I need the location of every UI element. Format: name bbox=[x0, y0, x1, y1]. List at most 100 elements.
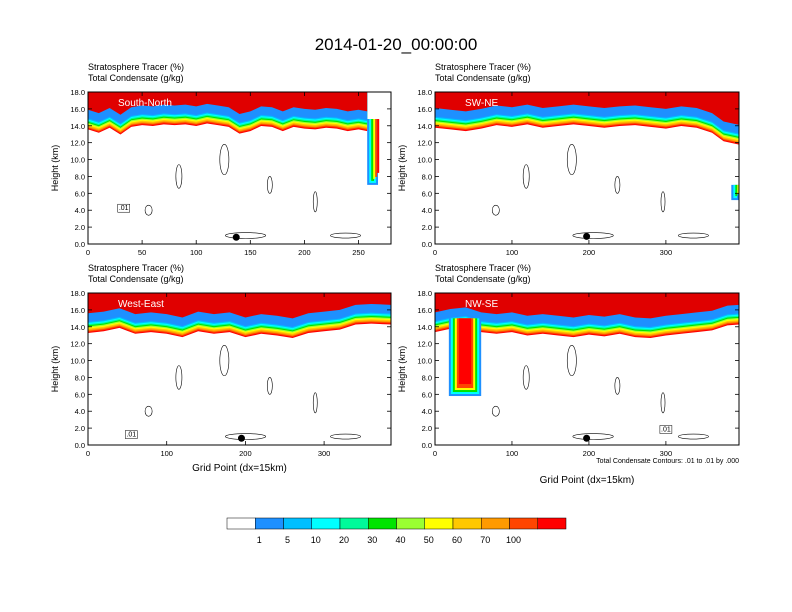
x-tick-label: 50 bbox=[138, 248, 146, 257]
colorbar-swatch bbox=[537, 517, 567, 530]
condensate-contour bbox=[266, 176, 273, 194]
colorbar-swatch bbox=[424, 517, 454, 530]
condensate-contour bbox=[219, 144, 230, 176]
panel-subtitle: Stratosphere Tracer (%) bbox=[435, 62, 531, 72]
y-tick-label: 10.0 bbox=[70, 357, 85, 366]
colorbar-label: 10 bbox=[311, 535, 321, 545]
x-tick-label: 100 bbox=[190, 248, 203, 257]
condensate-contour bbox=[614, 176, 621, 194]
x-tick-label: 200 bbox=[239, 449, 252, 458]
intrusion-band bbox=[375, 119, 378, 177]
y-tick-label: 16.0 bbox=[417, 105, 432, 114]
condensate-contour bbox=[144, 204, 153, 216]
y-tick-label: 14.0 bbox=[70, 122, 85, 131]
panel-1: Stratosphere Tracer (%)Total Condensate … bbox=[50, 62, 392, 257]
intrusion-band bbox=[735, 184, 738, 197]
contour-label: .01 bbox=[126, 432, 136, 439]
contour-label-box bbox=[125, 430, 138, 439]
colorbar-swatch bbox=[396, 517, 425, 530]
condensate-contour bbox=[572, 433, 614, 440]
x-tick-label: 200 bbox=[298, 248, 311, 257]
condensate-contour bbox=[219, 345, 230, 377]
x-tick-label: 0 bbox=[86, 449, 90, 458]
colorbar-label: 100 bbox=[506, 535, 521, 545]
plot-area bbox=[435, 92, 743, 240]
colorbar-swatch bbox=[368, 517, 397, 530]
intrusion-band bbox=[737, 184, 739, 195]
y-tick-label: 8.0 bbox=[75, 172, 85, 181]
intrusion-band bbox=[733, 184, 737, 199]
y-axis-label: Height (km) bbox=[50, 346, 60, 393]
y-tick-label: 10.0 bbox=[417, 357, 432, 366]
intrusion-core bbox=[458, 318, 472, 385]
location-marker bbox=[232, 233, 240, 241]
x-tick-label: 200 bbox=[583, 248, 596, 257]
panel-frame bbox=[434, 292, 740, 446]
location-marker bbox=[583, 232, 591, 240]
colorbar-label: 50 bbox=[424, 535, 434, 545]
condensate-contour bbox=[572, 232, 614, 239]
y-tick-label: 6.0 bbox=[75, 390, 85, 399]
y-tick-label: 2.0 bbox=[422, 223, 432, 232]
y-tick-label: 2.0 bbox=[75, 223, 85, 232]
condensate-contour bbox=[677, 232, 709, 239]
y-axis-label: Height (km) bbox=[397, 145, 407, 192]
y-tick-label: 4.0 bbox=[75, 206, 85, 215]
y-tick-label: 10.0 bbox=[417, 156, 432, 165]
y-tick-label: 18.0 bbox=[70, 88, 85, 97]
condensate-contour bbox=[330, 232, 361, 239]
y-tick-label: 0.0 bbox=[75, 441, 85, 450]
y-tick-label: 2.0 bbox=[75, 424, 85, 433]
panel-label: West-East bbox=[118, 299, 164, 310]
y-tick-label: 14.0 bbox=[417, 323, 432, 332]
condensate-contour bbox=[312, 191, 318, 213]
y-tick-label: 8.0 bbox=[75, 373, 85, 382]
colorbar-swatch bbox=[481, 517, 510, 530]
x-tick-label: 150 bbox=[244, 248, 257, 257]
x-tick-label: 0 bbox=[433, 449, 437, 458]
intrusion-core bbox=[741, 185, 743, 188]
location-marker bbox=[237, 434, 245, 442]
contour-label-box bbox=[117, 203, 130, 213]
plot-area: .01 bbox=[88, 293, 391, 442]
y-tick-label: 0.0 bbox=[75, 240, 85, 249]
contour-label-box bbox=[659, 425, 673, 434]
y-tick-label: 8.0 bbox=[422, 373, 432, 382]
condensate-contour bbox=[522, 164, 530, 189]
y-tick-label: 6.0 bbox=[422, 390, 432, 399]
intrusion-band bbox=[371, 119, 375, 181]
condensate-contour bbox=[175, 164, 183, 189]
y-tick-label: 6.0 bbox=[422, 189, 432, 198]
panel-subtitle: Total Condensate (g/kg) bbox=[88, 73, 184, 83]
colorbar-swatch bbox=[311, 517, 341, 530]
colorbar-swatch bbox=[509, 517, 538, 530]
condensate-contour bbox=[614, 377, 621, 395]
y-tick-label: 12.0 bbox=[70, 139, 85, 148]
condensate-contour bbox=[566, 144, 577, 176]
y-axis-label: Height (km) bbox=[397, 346, 407, 393]
condensate-contour bbox=[660, 392, 666, 414]
panel-frame bbox=[434, 91, 740, 245]
panels: Stratosphere Tracer (%)Total Condensate … bbox=[50, 62, 743, 486]
panel-subtitle: Stratosphere Tracer (%) bbox=[435, 263, 531, 273]
y-tick-label: 18.0 bbox=[417, 88, 432, 97]
y-tick-label: 12.0 bbox=[417, 340, 432, 349]
x-tick-label: 300 bbox=[660, 248, 673, 257]
x-tick-label: 0 bbox=[86, 248, 90, 257]
condensate-contour bbox=[491, 405, 500, 417]
condensate-contour bbox=[491, 204, 500, 216]
tracer-core bbox=[88, 293, 391, 319]
panel-label: South-North bbox=[118, 98, 172, 109]
condensate-contour bbox=[677, 433, 709, 440]
condensate-contour bbox=[225, 232, 267, 239]
panel-frame bbox=[87, 91, 392, 245]
y-tick-label: 2.0 bbox=[422, 424, 432, 433]
y-tick-label: 12.0 bbox=[70, 340, 85, 349]
intrusion-band bbox=[373, 119, 376, 179]
panel-subtitle: Total Condensate (g/kg) bbox=[435, 274, 531, 284]
y-axis-label: Height (km) bbox=[50, 145, 60, 192]
condensate-contour bbox=[225, 433, 267, 440]
contour-label: .01 bbox=[119, 205, 129, 212]
location-marker bbox=[583, 434, 591, 442]
y-tick-label: 18.0 bbox=[70, 289, 85, 298]
